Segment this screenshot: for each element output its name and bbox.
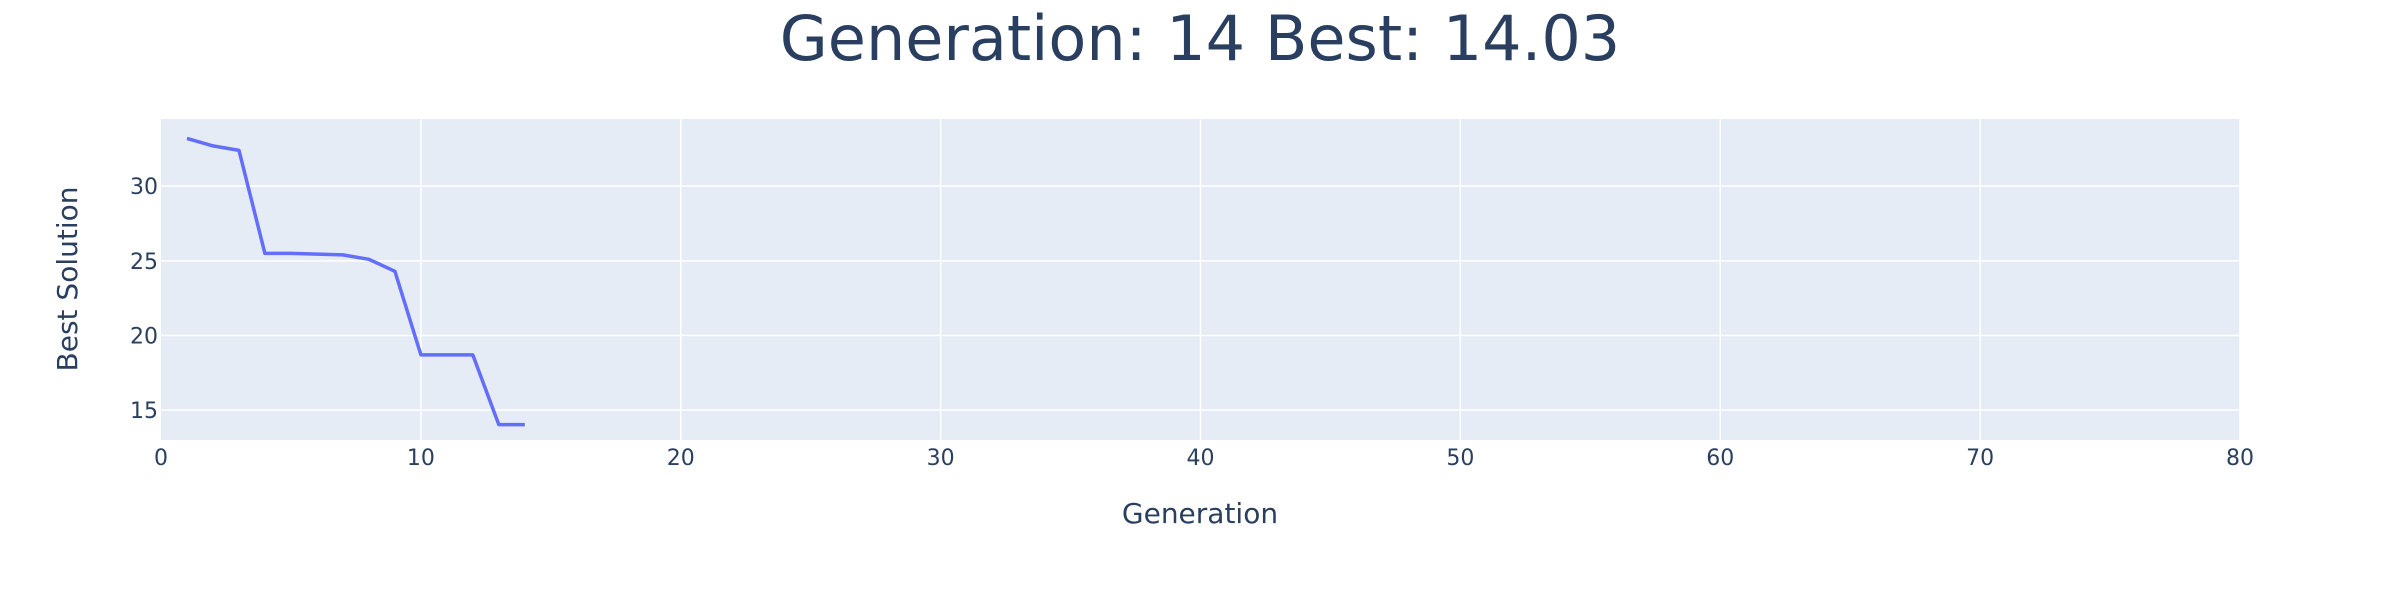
x-tick-label: 50 — [1446, 446, 1474, 471]
y-axis-title: Best Solution — [51, 187, 84, 372]
y-tick-label: 30 — [130, 175, 158, 200]
x-tick-label: 30 — [927, 446, 955, 471]
x-axis-title: Generation — [1122, 497, 1278, 530]
x-axis-ticks: 0 10 20 30 40 50 60 70 80 — [154, 446, 2254, 471]
series-line — [186, 136, 525, 427]
x-tick-label: 10 — [407, 446, 435, 471]
x-tick-label: 60 — [1706, 446, 1734, 471]
x-tick-label: 40 — [1187, 446, 1215, 471]
x-tick-label: 0 — [154, 446, 168, 471]
y-tick-label: 15 — [130, 399, 158, 424]
gridlines — [161, 119, 2241, 440]
chart-title: Generation: 14 Best: 14.03 — [780, 2, 1620, 75]
x-tick-label: 70 — [1966, 446, 1994, 471]
x-tick-label: 80 — [2226, 446, 2254, 471]
y-tick-label: 25 — [130, 250, 158, 275]
x-tick-label: 20 — [667, 446, 695, 471]
y-tick-label: 20 — [130, 324, 158, 349]
y-axis-ticks: 15 20 25 30 — [130, 175, 158, 424]
